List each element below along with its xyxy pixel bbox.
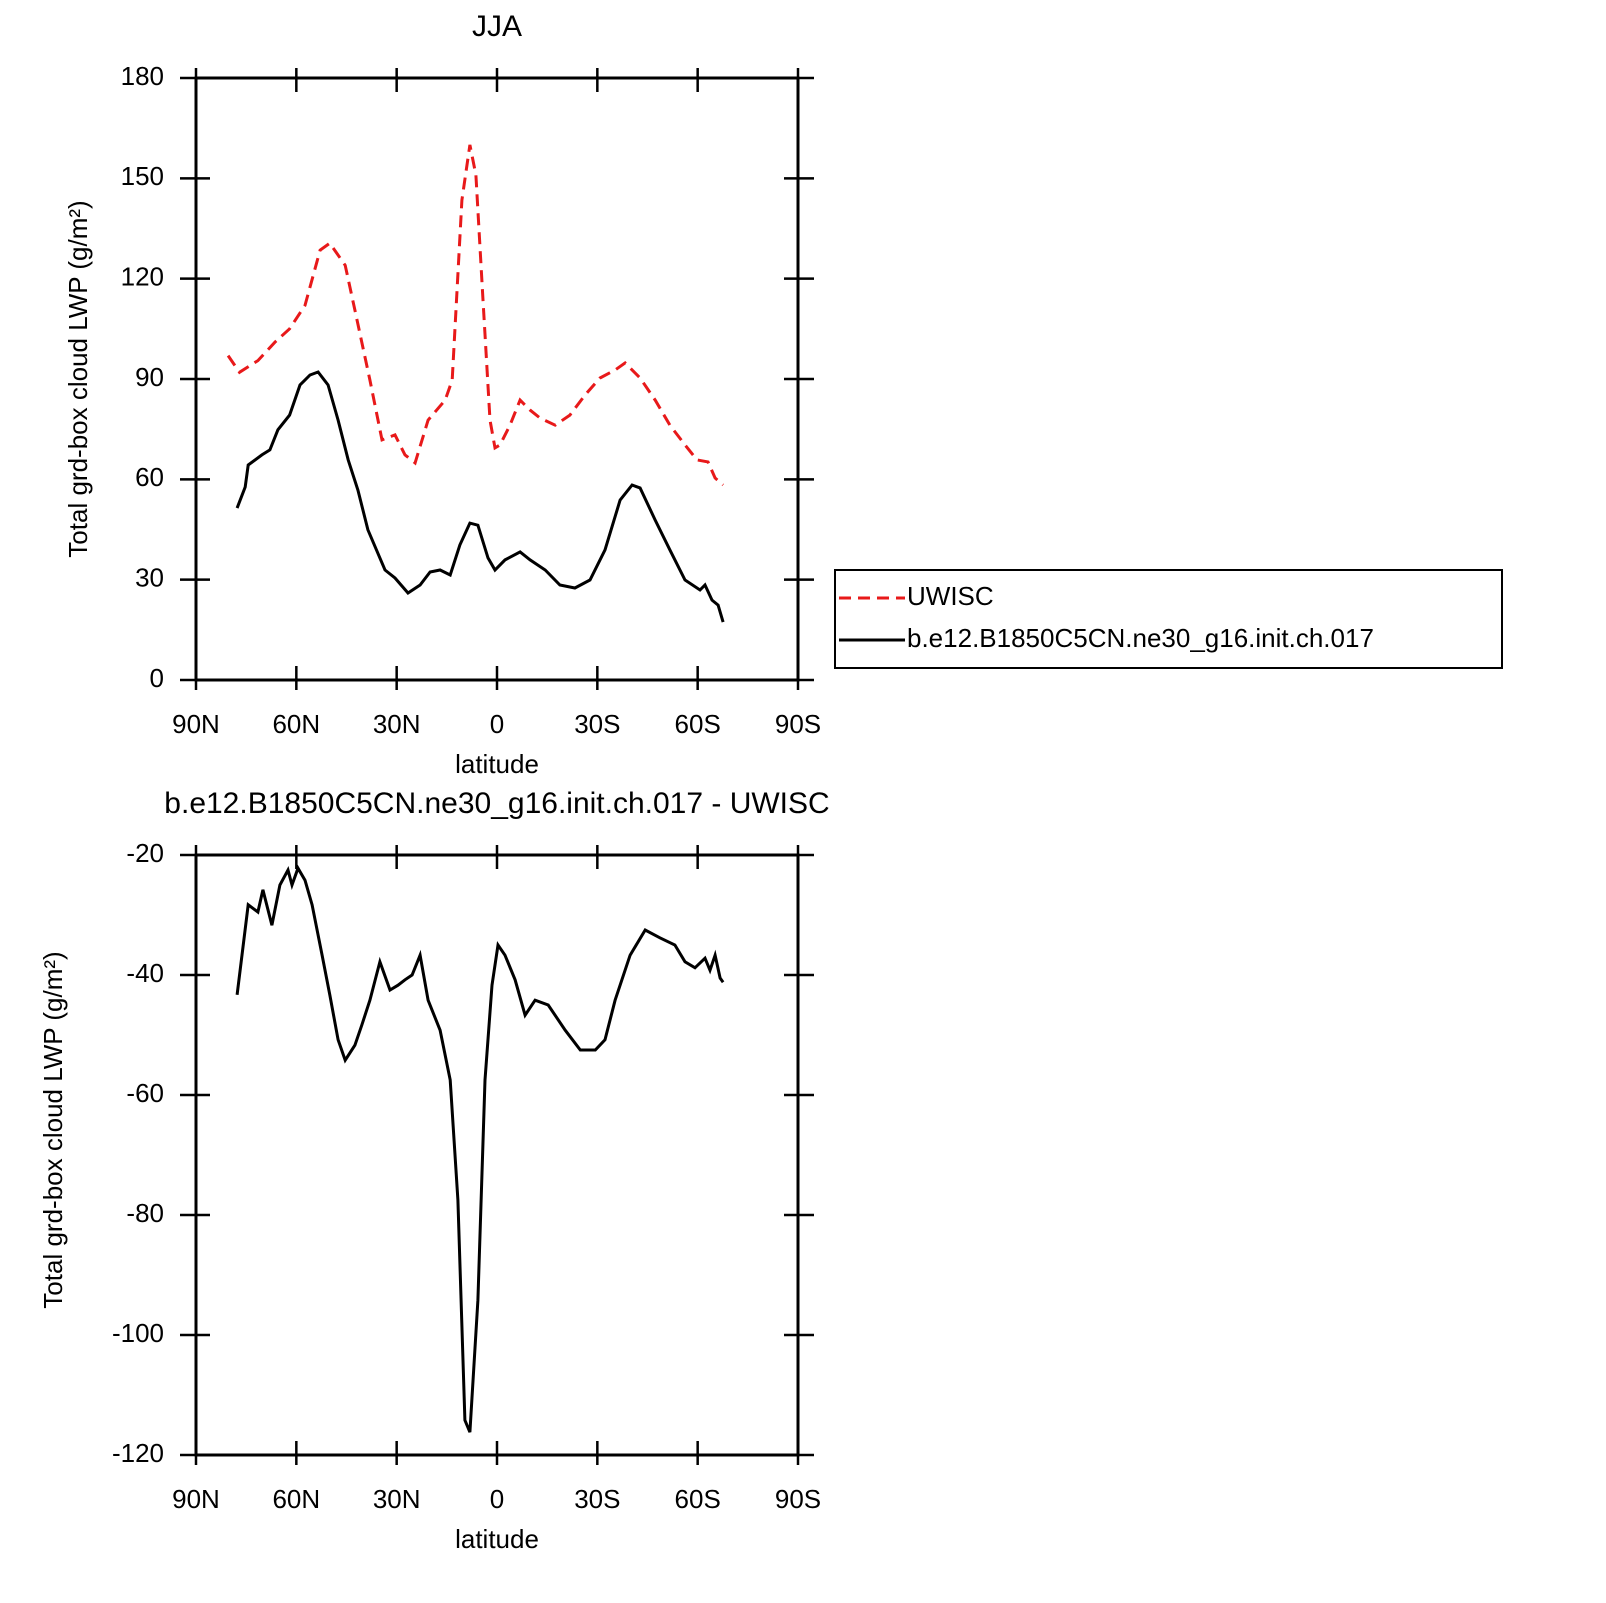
legend-box (834, 569, 1503, 669)
x-tick-label: 0 (490, 709, 504, 739)
x-tick-label: 60N (272, 709, 320, 739)
x-tick-label: 90S (775, 709, 821, 739)
x-tick-label: 30N (373, 709, 421, 739)
y-tick-label: 180 (121, 61, 164, 91)
y-tick-label: -20 (126, 838, 164, 868)
x-tick-label: 90N (172, 709, 220, 739)
x-tick-label: 60N (272, 1484, 320, 1514)
legend-label: UWISC (907, 581, 994, 611)
y-tick-label: -120 (112, 1438, 164, 1468)
y-tick-label: -60 (126, 1078, 164, 1108)
y-tick-label: -100 (112, 1318, 164, 1348)
chart-title: JJA (472, 10, 522, 43)
x-tick-label: 90S (775, 1484, 821, 1514)
chart-title: b.e12.B1850C5CN.ne30_g16.init.ch.017 - U… (164, 787, 829, 820)
x-tick-label: 90N (172, 1484, 220, 1514)
data-line (226, 144, 725, 487)
data-line (235, 864, 725, 1433)
y-axis-label: Total grd-box cloud LWP (g/m²) (63, 200, 93, 557)
x-axis-label: latitude (455, 749, 539, 779)
x-tick-label: 30N (373, 1484, 421, 1514)
x-tick-label: 0 (490, 1484, 504, 1514)
y-tick-label: 120 (121, 262, 164, 292)
y-tick-label: 0 (150, 663, 164, 693)
x-tick-label: 60S (675, 709, 721, 739)
y-tick-label: -40 (126, 958, 164, 988)
x-tick-label: 30S (574, 1484, 620, 1514)
x-tick-label: 30S (574, 709, 620, 739)
data-line (235, 370, 725, 623)
y-tick-label: -80 (126, 1198, 164, 1228)
y-tick-label: 150 (121, 161, 164, 191)
x-tick-label: 60S (675, 1484, 721, 1514)
x-axis-label: latitude (455, 1524, 539, 1554)
y-tick-label: 90 (135, 362, 164, 392)
y-tick-label: 60 (135, 462, 164, 492)
legend-label: b.e12.B1850C5CN.ne30_g16.init.ch.017 (907, 623, 1374, 653)
y-axis-label: Total grd-box cloud LWP (g/m²) (38, 951, 68, 1308)
y-tick-label: 30 (135, 563, 164, 593)
